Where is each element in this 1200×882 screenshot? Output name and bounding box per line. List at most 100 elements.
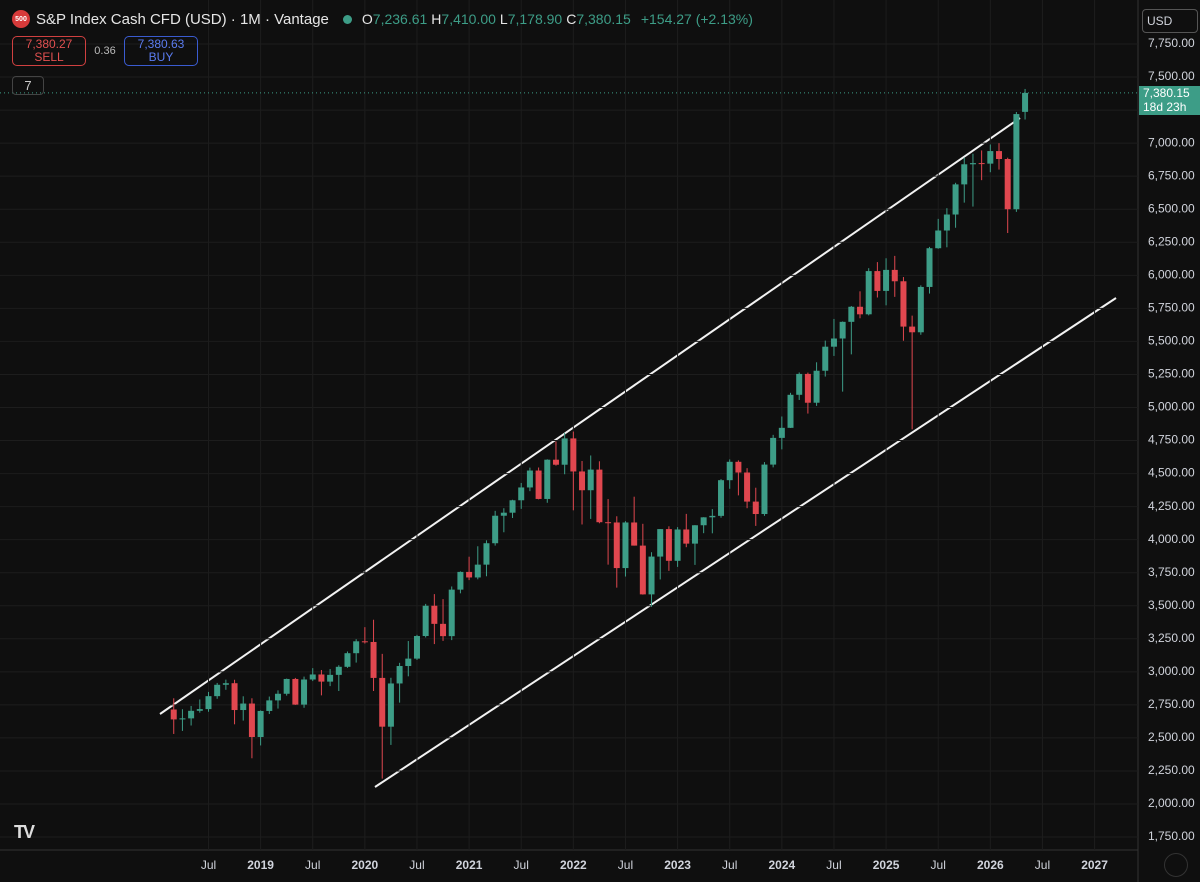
x-tick-label: 2024 bbox=[768, 858, 795, 872]
currency-select[interactable]: USD bbox=[1142, 9, 1198, 33]
y-tick-label: 3,750.00 bbox=[1148, 565, 1195, 579]
x-tick-label: 2021 bbox=[456, 858, 483, 872]
x-tick-label: Jul bbox=[305, 858, 320, 872]
candle-body bbox=[665, 529, 672, 561]
ohlc-value: 7,236.61 bbox=[372, 10, 428, 27]
candle-body bbox=[969, 163, 976, 165]
candle-body bbox=[952, 184, 959, 215]
candle-body bbox=[1022, 92, 1029, 112]
candle-body bbox=[474, 564, 481, 578]
x-tick-label: Jul bbox=[826, 858, 841, 872]
candle-body bbox=[744, 472, 751, 502]
buy-button[interactable]: 7,380.63 BUY bbox=[124, 36, 198, 66]
settings-button[interactable] bbox=[1164, 853, 1188, 877]
candle-body bbox=[857, 306, 864, 315]
price-tag: 7,380.15 18d 23h bbox=[1139, 85, 1200, 115]
candle-body bbox=[761, 464, 768, 515]
symbol-badge: 500 bbox=[12, 10, 30, 28]
x-tick-label: 2025 bbox=[873, 858, 900, 872]
candle-body bbox=[405, 658, 412, 667]
candle-body bbox=[196, 709, 203, 711]
candle-body bbox=[605, 522, 612, 524]
y-tick-label: 3,250.00 bbox=[1148, 631, 1195, 645]
candle-body bbox=[657, 529, 664, 557]
candle-body bbox=[778, 427, 785, 438]
trend-line bbox=[159, 117, 1021, 715]
sell-button[interactable]: 7,380.27 SELL bbox=[12, 36, 86, 66]
candle-body bbox=[222, 683, 229, 685]
y-tick-label: 4,500.00 bbox=[1148, 466, 1195, 480]
trend-line bbox=[374, 297, 1117, 788]
indicator-toggle[interactable]: 7 bbox=[12, 76, 44, 95]
x-tick-label: Jul bbox=[409, 858, 424, 872]
symbol[interactable]: S&P Index Cash CFD (USD) · 1M · Vantage bbox=[36, 10, 329, 28]
candle-body bbox=[917, 286, 924, 333]
candle-body bbox=[639, 545, 646, 595]
y-tick-label: 3,500.00 bbox=[1148, 598, 1195, 612]
candle-body bbox=[179, 718, 186, 720]
candle-body bbox=[483, 543, 490, 565]
candle-body bbox=[318, 674, 325, 682]
countdown: 18d 23h bbox=[1143, 99, 1187, 114]
candle-body bbox=[596, 469, 603, 523]
candle-body bbox=[752, 501, 759, 515]
header: 500 S&P Index Cash CFD (USD) · 1M · Vant… bbox=[12, 10, 757, 28]
y-tick-label: 2,500.00 bbox=[1148, 730, 1195, 744]
candle-body bbox=[978, 163, 985, 165]
candle-body bbox=[648, 556, 655, 595]
candle-body bbox=[718, 480, 725, 516]
y-tick-label: 1,750.00 bbox=[1148, 829, 1195, 843]
y-tick-label: 4,250.00 bbox=[1148, 499, 1195, 513]
logo[interactable]: TV bbox=[14, 822, 35, 842]
candle-body bbox=[787, 394, 794, 428]
candle-body bbox=[353, 641, 360, 654]
candle-body bbox=[344, 653, 351, 667]
x-tick-label: 2026 bbox=[977, 858, 1004, 872]
y-tick-label: 2,250.00 bbox=[1148, 763, 1195, 777]
x-tick-label: 2027 bbox=[1081, 858, 1108, 872]
candle-body bbox=[709, 515, 716, 518]
candle-body bbox=[535, 470, 542, 499]
candle-body bbox=[848, 306, 855, 322]
x-tick-label: 2022 bbox=[560, 858, 587, 872]
candle-body bbox=[561, 438, 568, 465]
candle-body bbox=[292, 678, 299, 705]
last-price: 7,380.15 bbox=[1143, 85, 1190, 100]
candle-body bbox=[309, 674, 316, 680]
change: +154.27 (+2.13%) bbox=[640, 11, 753, 27]
x-tick-label: Jul bbox=[931, 858, 946, 872]
y-tick-label: 5,250.00 bbox=[1148, 367, 1195, 381]
candle-body bbox=[900, 281, 907, 327]
candle-body bbox=[735, 461, 742, 473]
candle-body bbox=[248, 703, 255, 737]
candle-body bbox=[335, 666, 342, 675]
y-tick-label: 6,500.00 bbox=[1148, 201, 1195, 215]
ohlc-label: O bbox=[361, 10, 373, 27]
candle-body bbox=[839, 321, 846, 339]
candle-body bbox=[214, 684, 221, 697]
ohlc-label: H bbox=[431, 10, 442, 27]
candle-body bbox=[205, 696, 212, 710]
y-tick-label: 6,750.00 bbox=[1148, 168, 1195, 182]
candle-body bbox=[422, 605, 429, 637]
buy-label: BUY bbox=[148, 50, 174, 64]
candle-body bbox=[188, 710, 195, 719]
candle-body bbox=[274, 693, 281, 701]
candle-body bbox=[526, 470, 533, 488]
y-tick-label: 5,500.00 bbox=[1148, 334, 1195, 348]
candle-body bbox=[726, 461, 733, 481]
candle-body bbox=[935, 230, 942, 249]
spread: 0.36 bbox=[94, 45, 116, 57]
sell-price: 7,380.27 bbox=[25, 37, 73, 51]
y-tick-label: 6,250.00 bbox=[1148, 234, 1195, 248]
buy-price: 7,380.63 bbox=[137, 37, 185, 51]
candle-body bbox=[961, 164, 968, 185]
y-tick-label: 7,000.00 bbox=[1148, 135, 1195, 149]
candle-body bbox=[613, 522, 620, 569]
trade-panel: 7,380.27 SELL 0.36 7,380.63 BUY bbox=[12, 36, 198, 66]
x-tick-label: 2020 bbox=[352, 858, 379, 872]
candle-body bbox=[544, 459, 551, 499]
candle-body bbox=[926, 248, 933, 287]
candle-body bbox=[370, 641, 377, 678]
